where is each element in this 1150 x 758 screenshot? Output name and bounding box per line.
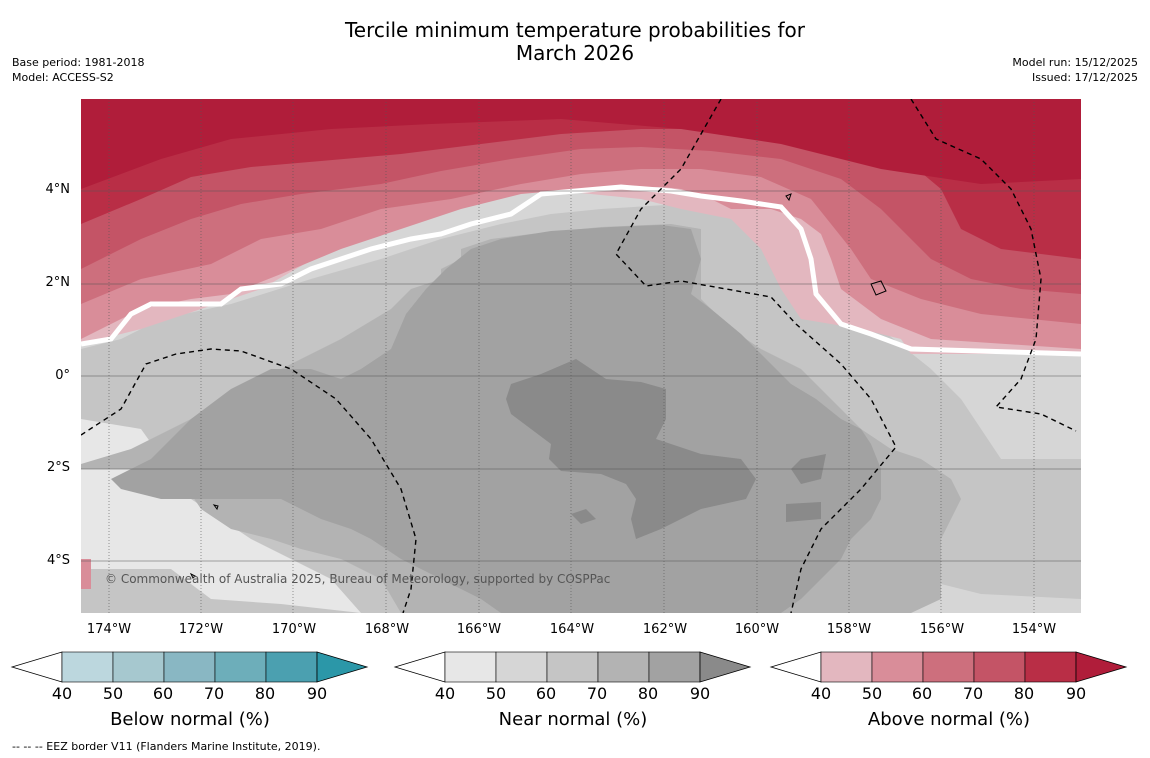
lat-label-4S: 4°S <box>46 553 70 568</box>
cb-near-tick-60: 60 <box>535 684 557 703</box>
cb-below-tick-50: 50 <box>102 684 124 703</box>
colorbar-min-arrow <box>10 651 63 683</box>
colorbar-above-normal <box>769 651 1128 683</box>
issued-date: Issued: 17/12/2025 <box>1031 71 1138 84</box>
latitude-lines <box>81 190 1081 562</box>
colorbar-segment <box>871 651 924 683</box>
cb-near-title: Near normal (%) <box>498 709 648 730</box>
colorbar-segment <box>265 651 318 683</box>
lon-label-164W: 164°W <box>549 622 595 637</box>
cb-near-tick-80: 80 <box>637 684 659 703</box>
colorbar-max-arrow <box>1075 651 1128 683</box>
lon-label-160W: 160°W <box>734 622 780 637</box>
cb-near-tick-40: 40 <box>434 684 456 703</box>
colorbar-segment <box>61 651 114 683</box>
colorbar-segment <box>973 651 1026 683</box>
colorbar-segment <box>444 651 497 683</box>
cb-near-tick-70: 70 <box>586 684 608 703</box>
above-normal-80-90-region <box>81 99 1081 259</box>
lat-label-4N: 4°N <box>45 182 71 197</box>
above-normal-patch-southwest <box>81 559 91 589</box>
near-normal-80-90-region <box>506 359 756 539</box>
colorbar-below-normal <box>10 651 369 683</box>
lon-label-168W: 168°W <box>364 622 410 637</box>
lat-label-0: 0° <box>55 368 70 383</box>
above-normal-90-region <box>81 99 1081 189</box>
colorbar-segment <box>820 651 873 683</box>
lon-label-156W: 156°W <box>919 622 965 637</box>
colorbar-segment <box>922 651 975 683</box>
lat-label-2N: 2°N <box>45 275 71 290</box>
cb-above-tick-40: 40 <box>810 684 832 703</box>
cb-below-tick-60: 60 <box>152 684 174 703</box>
cb-below-tick-40: 40 <box>51 684 73 703</box>
cb-below-title: Below normal (%) <box>110 709 270 730</box>
cb-below-tick-80: 80 <box>254 684 276 703</box>
lon-label-154W: 154°W <box>1011 622 1057 637</box>
tercile-boundary-line <box>81 184 1081 357</box>
title-line-2: March 2026 <box>515 41 635 65</box>
lon-label-158W: 158°W <box>826 622 872 637</box>
run-info: Model run: 15/12/2025 Issued: 17/12/2025 <box>1012 55 1138 85</box>
cb-above-tick-70: 70 <box>962 684 984 703</box>
model-name: Model: ACCESS-S2 <box>12 71 114 84</box>
cb-near-tick-50: 50 <box>485 684 507 703</box>
eez-footnote: -- -- -- EEZ border V11 (Flanders Marine… <box>12 740 321 753</box>
colorbar-max-arrow <box>316 651 369 683</box>
cb-below-tick-90: 90 <box>306 684 328 703</box>
cb-near-tick-90: 90 <box>689 684 711 703</box>
near-normal-80-90-patch-southeast <box>786 502 821 522</box>
cb-below-tick-70: 70 <box>203 684 225 703</box>
title-line-1: Tercile minimum temperature probabilitie… <box>344 18 806 42</box>
colorbar-segment <box>546 651 599 683</box>
cb-above-tick-60: 60 <box>911 684 933 703</box>
lon-label-174W: 174°W <box>86 622 132 637</box>
colorbar-segment <box>648 651 701 683</box>
copyright-notice: © Commonwealth of Australia 2025, Bureau… <box>105 572 611 586</box>
colorbars <box>10 651 1128 683</box>
chart-title: Tercile minimum temperature probabilitie… <box>0 19 1150 65</box>
colorbar-segment <box>495 651 548 683</box>
near-normal-70-80-region <box>111 225 881 613</box>
colorbar-near-normal <box>393 651 752 683</box>
colorbar-segment <box>163 651 216 683</box>
colorbar-min-arrow <box>769 651 822 683</box>
islands <box>189 193 887 579</box>
near-normal-80-90-patch-small <box>571 509 596 524</box>
model-info: Base period: 1981-2018 Model: ACCESS-S2 <box>12 55 144 85</box>
lon-label-166W: 166°W <box>456 622 502 637</box>
colorbar-segment <box>214 651 267 683</box>
cb-above-tick-80: 80 <box>1013 684 1035 703</box>
colorbar-segment <box>1024 651 1077 683</box>
lon-label-172W: 172°W <box>178 622 224 637</box>
cb-above-tick-50: 50 <box>861 684 883 703</box>
model-run: Model run: 15/12/2025 <box>1012 56 1138 69</box>
lon-label-170W: 170°W <box>271 622 317 637</box>
probability-map <box>81 99 1081 613</box>
lon-label-162W: 162°W <box>642 622 688 637</box>
cb-above-tick-90: 90 <box>1065 684 1087 703</box>
colorbar-segment <box>597 651 650 683</box>
colorbar-min-arrow <box>393 651 446 683</box>
base-period: Base period: 1981-2018 <box>12 56 145 69</box>
cb-above-title: Above normal (%) <box>867 709 1031 730</box>
eez-borders <box>81 99 1077 613</box>
colorbar-max-arrow <box>699 651 752 683</box>
lat-label-2S: 2°S <box>46 460 70 475</box>
colorbar-segment <box>112 651 165 683</box>
